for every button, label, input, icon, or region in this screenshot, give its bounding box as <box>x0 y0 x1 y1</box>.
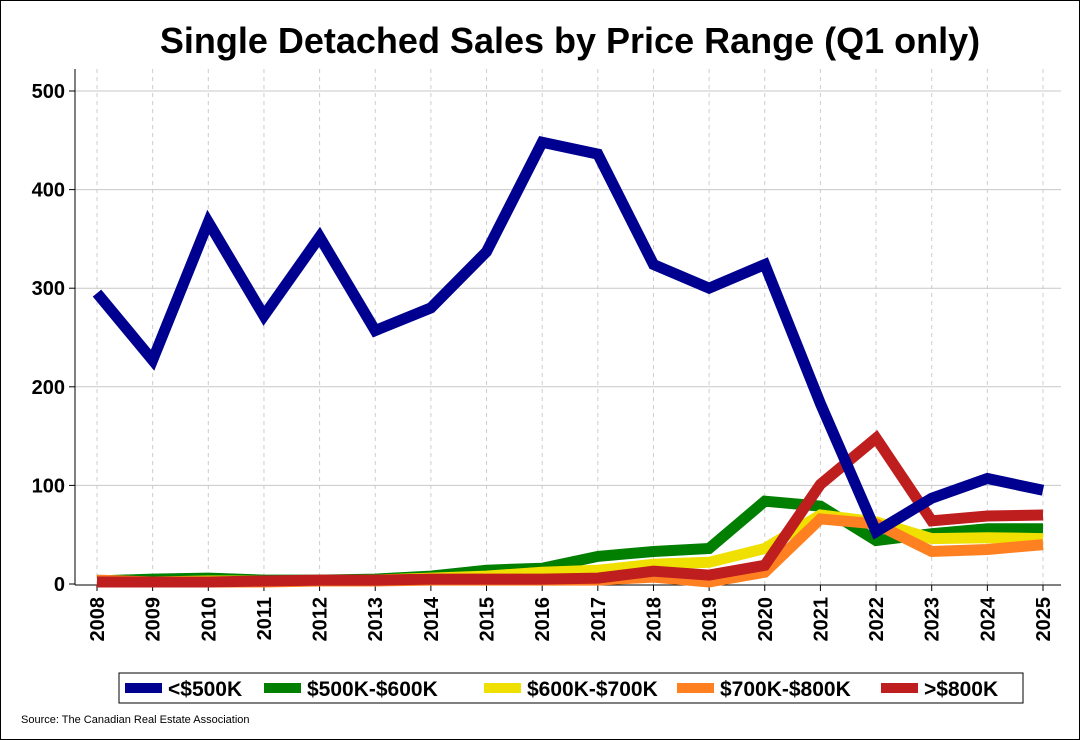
x-tick-label: 2015 <box>477 597 499 642</box>
x-tick-label: 2008 <box>87 597 109 642</box>
x-tick-label: 2012 <box>310 597 332 642</box>
legend-label-3: $700K-$800K <box>720 678 851 701</box>
x-tick-label: 2020 <box>755 597 777 642</box>
x-tick-label: 2024 <box>977 596 999 641</box>
y-tick-label: 100 <box>32 475 65 497</box>
legend-box <box>118 672 1024 704</box>
series-line-4 <box>97 429 1044 588</box>
x-tick-label: 2021 <box>810 597 832 642</box>
x-tick-label: 2018 <box>643 597 665 642</box>
legend-label-4: >$800K <box>924 678 998 701</box>
legend: <$500K $500K-$600K $600K-$700K $700K-$800K >… <box>118 672 1024 704</box>
x-tick-label: 2011 <box>254 597 276 640</box>
x-tick-label: 2019 <box>699 597 721 642</box>
series-line-0 <box>92 136 1045 540</box>
x-tick-label: 2022 <box>866 597 888 642</box>
legend-label-0: <$500K <box>168 678 242 701</box>
source-note: Source: The Canadian Real Estate Associa… <box>21 714 250 726</box>
x-tick-label: 2014 <box>421 596 443 641</box>
y-tick-label: 200 <box>32 377 65 399</box>
legend-label-1: $500K-$600K <box>307 678 438 701</box>
y-tick-label: 500 <box>32 81 65 103</box>
x-tick-label: 2010 <box>198 597 220 642</box>
x-tick-label: 2013 <box>365 597 387 642</box>
x-tick-label: 2023 <box>922 597 944 642</box>
x-tick-label: 2025 <box>1033 597 1055 642</box>
x-tick-label: 2009 <box>143 597 165 642</box>
axis-layer: 2008 2009 2010 2011 2012 2013 2014 2015 2016 2017… <box>32 69 1061 642</box>
x-tick-label: 2016 <box>532 597 554 642</box>
chart-title: Single Detached Sales by Price Range (Q1… <box>160 20 980 61</box>
series-line-2 <box>97 509 1044 588</box>
y-tick-label: 0 <box>54 574 65 596</box>
x-tick-label: 2017 <box>588 597 610 642</box>
grid-layer <box>75 69 1061 585</box>
legend-label-2: $600K-$700K <box>527 678 658 701</box>
y-tick-label: 300 <box>32 278 65 300</box>
series-layer <box>92 136 1045 588</box>
y-tick-label: 400 <box>32 180 65 202</box>
